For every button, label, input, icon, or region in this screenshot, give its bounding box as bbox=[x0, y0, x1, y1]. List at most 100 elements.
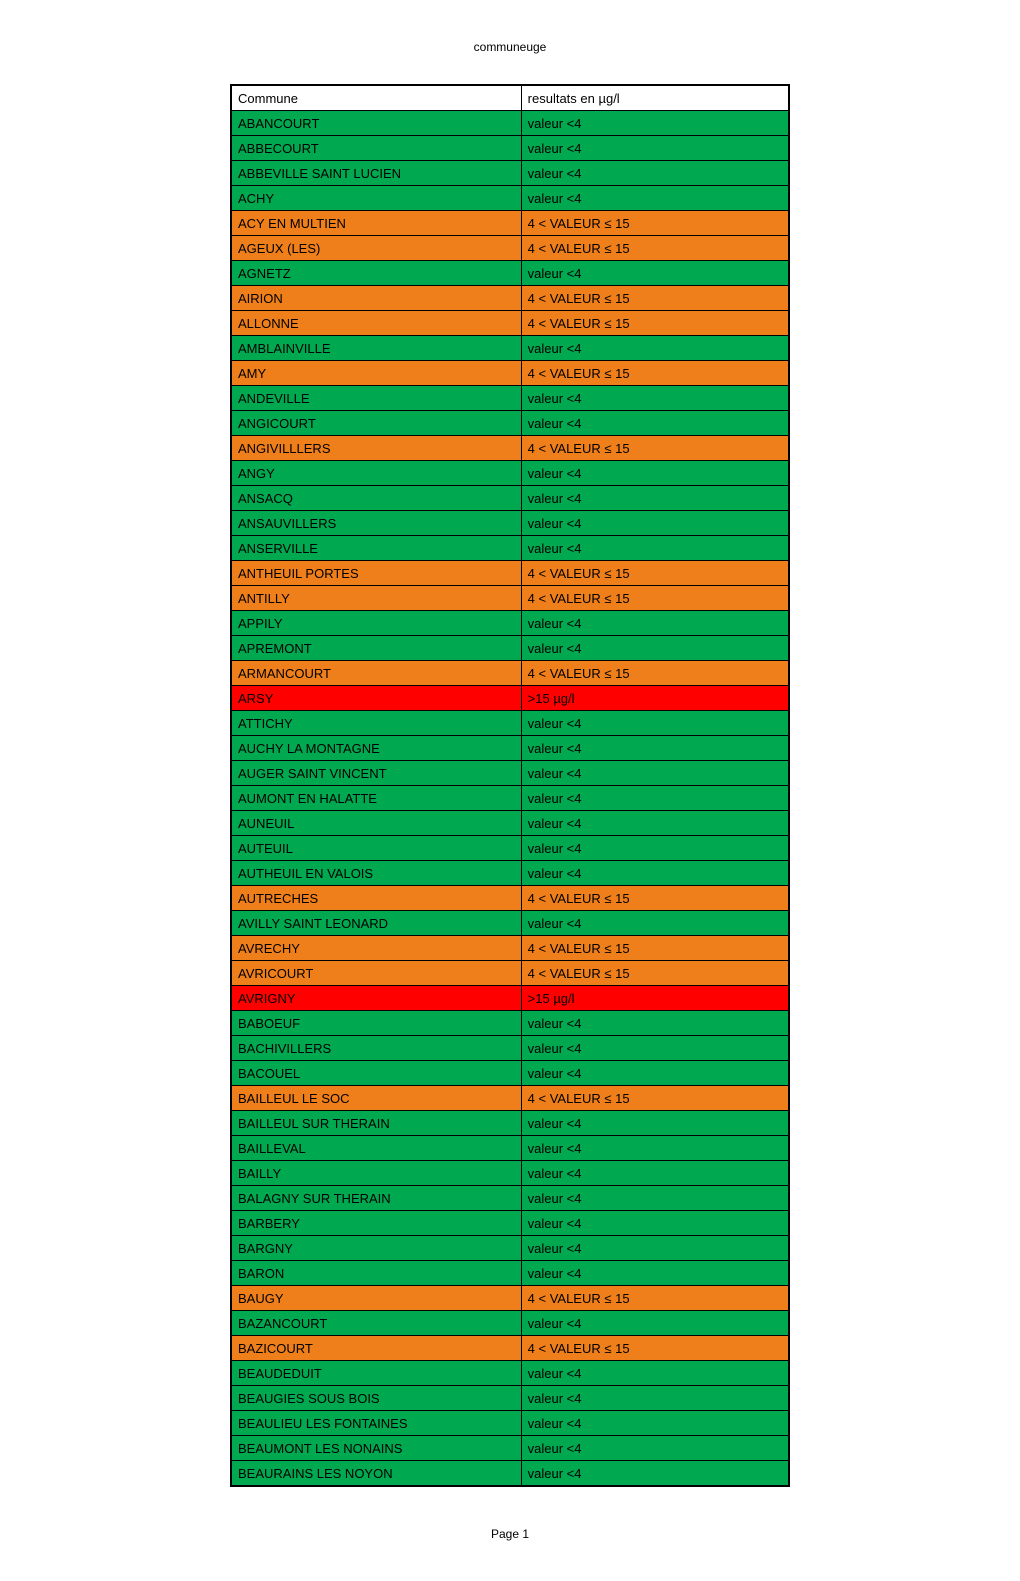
cell-result: valeur <4 bbox=[521, 111, 789, 136]
cell-result: 4 < VALEUR ≤ 15 bbox=[521, 961, 789, 986]
table-row: AIRION4 < VALEUR ≤ 15 bbox=[231, 286, 789, 311]
cell-commune: ACHY bbox=[231, 186, 521, 211]
table-row: AUNEUILvaleur <4 bbox=[231, 811, 789, 836]
cell-commune: AVILLY SAINT LEONARD bbox=[231, 911, 521, 936]
cell-commune: AUTEUIL bbox=[231, 836, 521, 861]
table-row: ALLONNE4 < VALEUR ≤ 15 bbox=[231, 311, 789, 336]
cell-commune: BAZICOURT bbox=[231, 1336, 521, 1361]
cell-commune: BARBERY bbox=[231, 1211, 521, 1236]
table-row: ANSAUVILLERSvaleur <4 bbox=[231, 511, 789, 536]
cell-result: valeur <4 bbox=[521, 1361, 789, 1386]
table-row: ACHYvaleur <4 bbox=[231, 186, 789, 211]
cell-result: >15 µg/l bbox=[521, 686, 789, 711]
cell-result: valeur <4 bbox=[521, 1311, 789, 1336]
table-row: BAILLEVALvaleur <4 bbox=[231, 1136, 789, 1161]
cell-commune: ANSACQ bbox=[231, 486, 521, 511]
cell-commune: AVRICOURT bbox=[231, 961, 521, 986]
cell-result: 4 < VALEUR ≤ 15 bbox=[521, 886, 789, 911]
table-row: ANTILLY4 < VALEUR ≤ 15 bbox=[231, 586, 789, 611]
table-row: AUCHY LA MONTAGNEvaleur <4 bbox=[231, 736, 789, 761]
cell-result: valeur <4 bbox=[521, 761, 789, 786]
table-row: BEAURAINS LES NOYONvaleur <4 bbox=[231, 1461, 789, 1487]
cell-commune: BAUGY bbox=[231, 1286, 521, 1311]
cell-commune: BEAUDEDUIT bbox=[231, 1361, 521, 1386]
cell-result: valeur <4 bbox=[521, 486, 789, 511]
table-row: BACHIVILLERSvaleur <4 bbox=[231, 1036, 789, 1061]
cell-result: valeur <4 bbox=[521, 1011, 789, 1036]
table-row: AGNETZvaleur <4 bbox=[231, 261, 789, 286]
cell-result: >15 µg/l bbox=[521, 986, 789, 1011]
cell-commune: AUGER SAINT VINCENT bbox=[231, 761, 521, 786]
cell-commune: AMY bbox=[231, 361, 521, 386]
cell-commune: ARSY bbox=[231, 686, 521, 711]
cell-result: valeur <4 bbox=[521, 1261, 789, 1286]
cell-result: valeur <4 bbox=[521, 611, 789, 636]
cell-result: valeur <4 bbox=[521, 386, 789, 411]
cell-commune: AMBLAINVILLE bbox=[231, 336, 521, 361]
cell-commune: BAILLY bbox=[231, 1161, 521, 1186]
cell-result: valeur <4 bbox=[521, 511, 789, 536]
table-header-row: Communeresultats en µg/l bbox=[231, 85, 789, 111]
cell-commune: ANGICOURT bbox=[231, 411, 521, 436]
table-row: BEAUMONT LES NONAINSvaleur <4 bbox=[231, 1436, 789, 1461]
cell-result: valeur <4 bbox=[521, 786, 789, 811]
cell-commune: BEAULIEU LES FONTAINES bbox=[231, 1411, 521, 1436]
cell-result: valeur <4 bbox=[521, 736, 789, 761]
cell-result: 4 < VALEUR ≤ 15 bbox=[521, 286, 789, 311]
cell-result: valeur <4 bbox=[521, 636, 789, 661]
table-row: BAILLYvaleur <4 bbox=[231, 1161, 789, 1186]
cell-commune: ABBECOURT bbox=[231, 136, 521, 161]
table-row: ATTICHYvaleur <4 bbox=[231, 711, 789, 736]
cell-result: valeur <4 bbox=[521, 911, 789, 936]
cell-commune: ABANCOURT bbox=[231, 111, 521, 136]
cell-commune: AUMONT EN HALATTE bbox=[231, 786, 521, 811]
cell-result: valeur <4 bbox=[521, 1236, 789, 1261]
cell-result: valeur <4 bbox=[521, 1411, 789, 1436]
table-row: AGEUX (LES)4 < VALEUR ≤ 15 bbox=[231, 236, 789, 261]
cell-commune: ANGY bbox=[231, 461, 521, 486]
cell-result: 4 < VALEUR ≤ 15 bbox=[521, 311, 789, 336]
cell-result: valeur <4 bbox=[521, 811, 789, 836]
cell-result: 4 < VALEUR ≤ 15 bbox=[521, 586, 789, 611]
table-row: BAILLEUL LE SOC4 < VALEUR ≤ 15 bbox=[231, 1086, 789, 1111]
cell-result: valeur <4 bbox=[521, 1161, 789, 1186]
cell-commune: ABBEVILLE SAINT LUCIEN bbox=[231, 161, 521, 186]
table-row: BEAUGIES SOUS BOISvaleur <4 bbox=[231, 1386, 789, 1411]
table-row: BEAUDEDUITvaleur <4 bbox=[231, 1361, 789, 1386]
cell-commune: AUTHEUIL EN VALOIS bbox=[231, 861, 521, 886]
table-row: ABBECOURTvaleur <4 bbox=[231, 136, 789, 161]
cell-result: valeur <4 bbox=[521, 1186, 789, 1211]
cell-commune: BACHIVILLERS bbox=[231, 1036, 521, 1061]
cell-commune: APREMONT bbox=[231, 636, 521, 661]
cell-result: valeur <4 bbox=[521, 336, 789, 361]
cell-commune: ANTHEUIL PORTES bbox=[231, 561, 521, 586]
cell-result: valeur <4 bbox=[521, 1461, 789, 1487]
cell-result: valeur <4 bbox=[521, 1036, 789, 1061]
cell-commune: ARMANCOURT bbox=[231, 661, 521, 686]
page-header: communeuge bbox=[474, 40, 547, 54]
cell-commune: BAILLEUL SUR THERAIN bbox=[231, 1111, 521, 1136]
table-row: BARBERYvaleur <4 bbox=[231, 1211, 789, 1236]
cell-commune: BACOUEL bbox=[231, 1061, 521, 1086]
table-row: AUMONT EN HALATTEvaleur <4 bbox=[231, 786, 789, 811]
cell-commune: BALAGNY SUR THERAIN bbox=[231, 1186, 521, 1211]
cell-result: 4 < VALEUR ≤ 15 bbox=[521, 936, 789, 961]
page-footer: Page 1 bbox=[491, 1527, 529, 1541]
cell-commune: AUCHY LA MONTAGNE bbox=[231, 736, 521, 761]
table-row: BABOEUFvaleur <4 bbox=[231, 1011, 789, 1036]
cell-commune: AVRIGNY bbox=[231, 986, 521, 1011]
cell-result: valeur <4 bbox=[521, 1436, 789, 1461]
cell-result: valeur <4 bbox=[521, 536, 789, 561]
cell-result: valeur <4 bbox=[521, 1211, 789, 1236]
table-row: AUTRECHES4 < VALEUR ≤ 15 bbox=[231, 886, 789, 911]
cell-commune: AVRECHY bbox=[231, 936, 521, 961]
cell-result: 4 < VALEUR ≤ 15 bbox=[521, 361, 789, 386]
table-row: ACY EN MULTIEN4 < VALEUR ≤ 15 bbox=[231, 211, 789, 236]
table-row: ABBEVILLE SAINT LUCIENvaleur <4 bbox=[231, 161, 789, 186]
table-row: ABANCOURTvaleur <4 bbox=[231, 111, 789, 136]
cell-result: 4 < VALEUR ≤ 15 bbox=[521, 1086, 789, 1111]
table-row: BAILLEUL SUR THERAINvaleur <4 bbox=[231, 1111, 789, 1136]
cell-result: valeur <4 bbox=[521, 711, 789, 736]
cell-commune: ATTICHY bbox=[231, 711, 521, 736]
cell-result: valeur <4 bbox=[521, 1111, 789, 1136]
